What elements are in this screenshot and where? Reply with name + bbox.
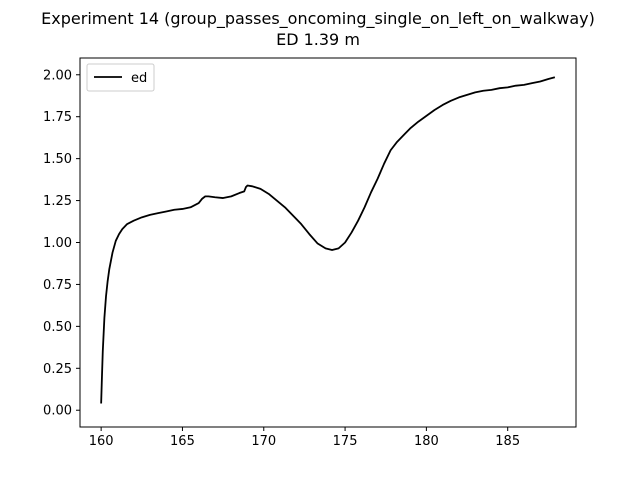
- plot-area: 160 165 170 175 180 185 0.00 0.25 0.50 0.75 1.00 1.…: [43, 57, 577, 449]
- y-tick-label: 1.75: [43, 110, 72, 125]
- chart-subtitle: ED 1.39 m: [276, 30, 360, 49]
- y-tick-label: 1.00: [43, 236, 72, 251]
- x-tick-label: 165: [170, 434, 195, 449]
- x-tick-label: 170: [251, 434, 276, 449]
- legend-label-ed: ed: [131, 71, 147, 86]
- y-tick-label: 1.25: [43, 194, 72, 209]
- x-tick-label: 185: [495, 434, 520, 449]
- y-tick-label: 1.50: [43, 152, 72, 167]
- legend: ed: [86, 63, 155, 92]
- y-tick-label: 0.50: [43, 320, 72, 335]
- axes-frame: [79, 57, 577, 428]
- y-tick-label: 0.00: [43, 404, 72, 419]
- y-tick-label: 0.75: [43, 278, 72, 293]
- x-tick-label: 175: [333, 434, 358, 449]
- y-tick-label: 0.25: [43, 362, 72, 377]
- series-line-ed: [100, 76, 556, 404]
- x-tick-label: 160: [89, 434, 114, 449]
- y-tick-label: 2.00: [43, 68, 72, 83]
- x-tick-label: 180: [414, 434, 439, 449]
- chart-title: Experiment 14 (group_passes_oncoming_sin…: [41, 9, 595, 29]
